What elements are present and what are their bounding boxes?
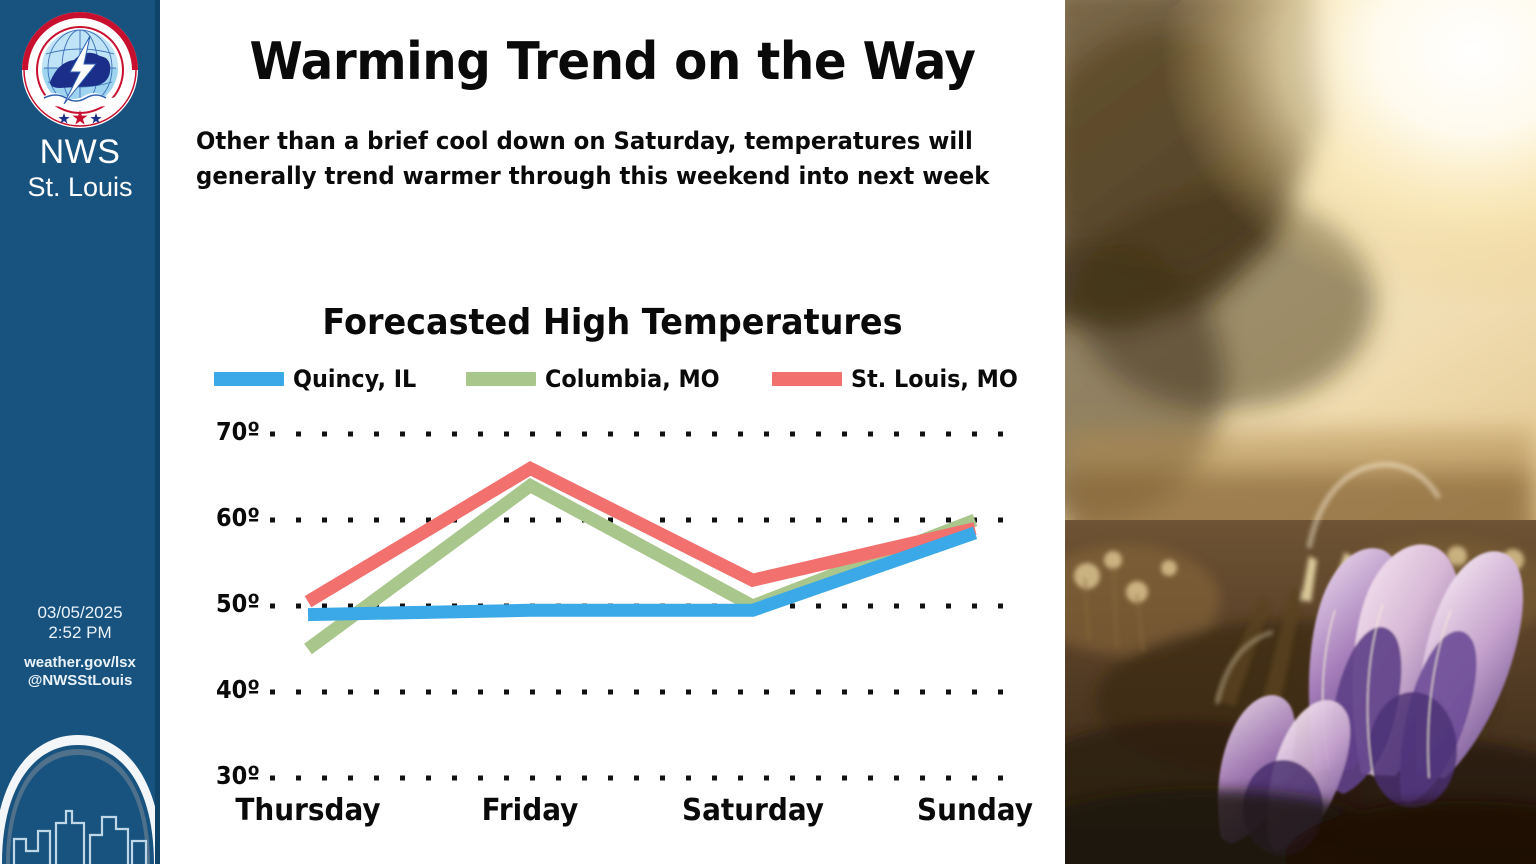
sidebar-edge-divider <box>155 0 160 864</box>
legend-swatch-icon <box>214 372 285 386</box>
legend-swatch-icon <box>772 372 843 386</box>
chart-title: Forecasted High Temperatures <box>322 302 903 343</box>
x-axis-tick-friday: Friday <box>481 793 579 828</box>
y-axis-tick-70: 70º <box>215 417 260 446</box>
legend-label: Quincy, IL <box>293 365 417 393</box>
temperature-line-chart: 70º 60º 50º 40º 30º Thursday Friday Saturday Sun… <box>160 0 1065 864</box>
legend-item-st-louis-mo[interactable]: St. Louis, MO <box>772 365 1030 393</box>
x-axis-tick-thursday: Thursday <box>235 793 381 828</box>
x-axis-tick-sunday: Sunday <box>917 793 1033 828</box>
y-axis-tick-60: 60º <box>215 503 260 532</box>
social-handle-link[interactable]: @NWSStLouis <box>27 671 133 689</box>
gateway-arch-graphic <box>0 719 160 864</box>
legend-swatch-icon <box>465 372 536 386</box>
subtitle-line-1: Other than a brief cool down on Saturday… <box>196 127 973 155</box>
nws-brand: NWS St. Louis <box>0 133 160 202</box>
page-subtitle: Other than a brief cool down on Saturday… <box>196 124 1001 194</box>
timestamp-block: 03/05/2025 2:52 PM weather.gov/lsx @NWSS… <box>0 603 160 689</box>
x-axis-tick-saturday: Saturday <box>681 793 824 828</box>
stamp-spacer <box>0 643 160 654</box>
brand-city-text: St. Louis <box>27 171 133 202</box>
pasque-flower-photo <box>1065 0 1536 864</box>
brand-nws-text: NWS <box>39 133 121 171</box>
series-line-st-louis-mo <box>304 460 977 608</box>
issue-time: 2:52 PM <box>48 623 112 643</box>
legend-label: Columbia, MO <box>544 365 720 393</box>
subtitle-line-2: generally trend warmer through this week… <box>196 161 990 190</box>
series-line-quincy-il <box>307 526 978 622</box>
series-line-columbia-mo <box>304 477 978 655</box>
y-axis-tick-30: 30º <box>215 761 260 790</box>
nws-sidebar: NWS St. Louis 03/05/2025 2:52 PM weather… <box>0 0 160 864</box>
legend-item-columbia-mo[interactable]: Columbia, MO <box>465 365 733 393</box>
chart-legend: Quincy, IL Columbia, MO St. Louis, MO <box>200 365 1045 393</box>
y-axis-tick-40: 40º <box>215 675 260 704</box>
y-axis-tick-50: 50º <box>215 589 260 618</box>
issue-date: 03/05/2025 <box>37 603 123 622</box>
nws-seal-logo <box>20 10 140 130</box>
website-link[interactable]: weather.gov/lsx <box>24 654 136 672</box>
legend-label: St. Louis, MO <box>851 365 1019 393</box>
chart-svg <box>270 431 1022 781</box>
page-title: Warming Trend on the Way <box>249 32 976 92</box>
legend-item-quincy-il[interactable]: Quincy, IL <box>214 365 426 393</box>
main-content: Warming Trend on the Way Other than a br… <box>160 0 1065 864</box>
